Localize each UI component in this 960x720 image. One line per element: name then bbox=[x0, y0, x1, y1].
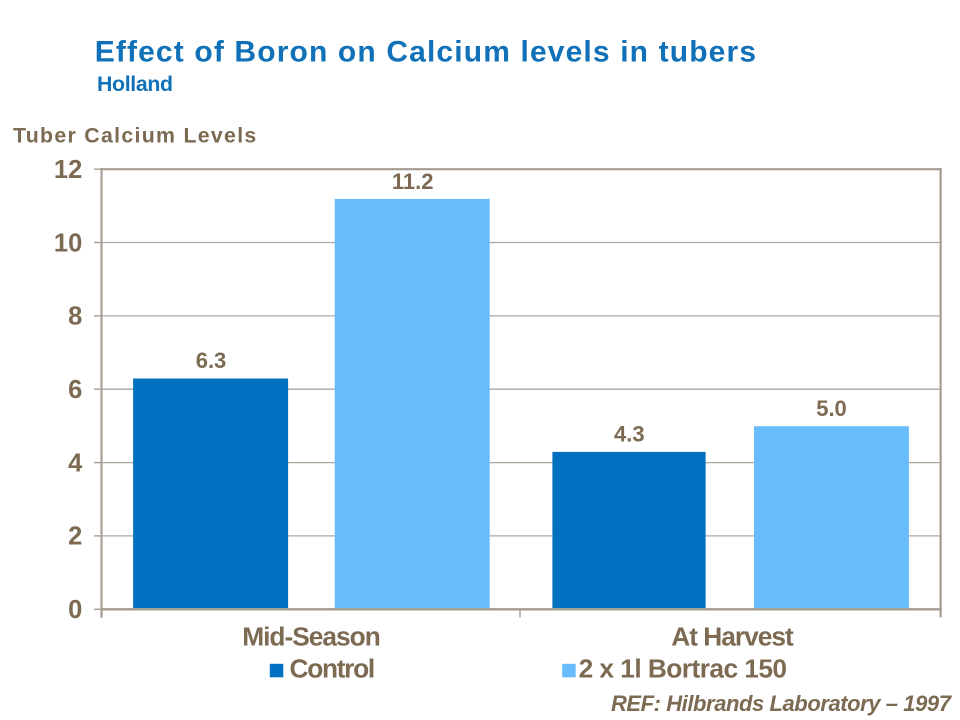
svg-text:At Harvest: At Harvest bbox=[671, 621, 794, 651]
svg-text:0: 0 bbox=[68, 596, 82, 624]
svg-text:Mid-Season: Mid-Season bbox=[242, 621, 380, 651]
svg-text:6.3: 6.3 bbox=[196, 348, 227, 373]
svg-text:Tuber Calcium Levels: Tuber Calcium Levels bbox=[13, 124, 258, 148]
svg-text:10: 10 bbox=[54, 229, 82, 257]
svg-text:4.3: 4.3 bbox=[614, 422, 645, 447]
svg-text:8: 8 bbox=[68, 303, 82, 331]
svg-text:12: 12 bbox=[54, 156, 82, 184]
svg-text:Holland: Holland bbox=[97, 72, 173, 96]
svg-text:2: 2 bbox=[68, 523, 82, 551]
svg-text:Control: Control bbox=[290, 654, 374, 684]
svg-text:5.0: 5.0 bbox=[816, 396, 847, 421]
svg-text:4: 4 bbox=[68, 449, 83, 477]
svg-text:6: 6 bbox=[68, 376, 82, 404]
svg-text:2 x 1l Bortrac 150: 2 x 1l Bortrac 150 bbox=[579, 654, 787, 684]
svg-text:REF: Hilbrands Laboratory – 19: REF: Hilbrands Laboratory – 1997 bbox=[611, 691, 953, 716]
svg-text:Effect of Boron on Calcium lev: Effect of Boron on Calcium levels in tub… bbox=[95, 36, 757, 69]
svg-text:11.2: 11.2 bbox=[392, 169, 434, 194]
